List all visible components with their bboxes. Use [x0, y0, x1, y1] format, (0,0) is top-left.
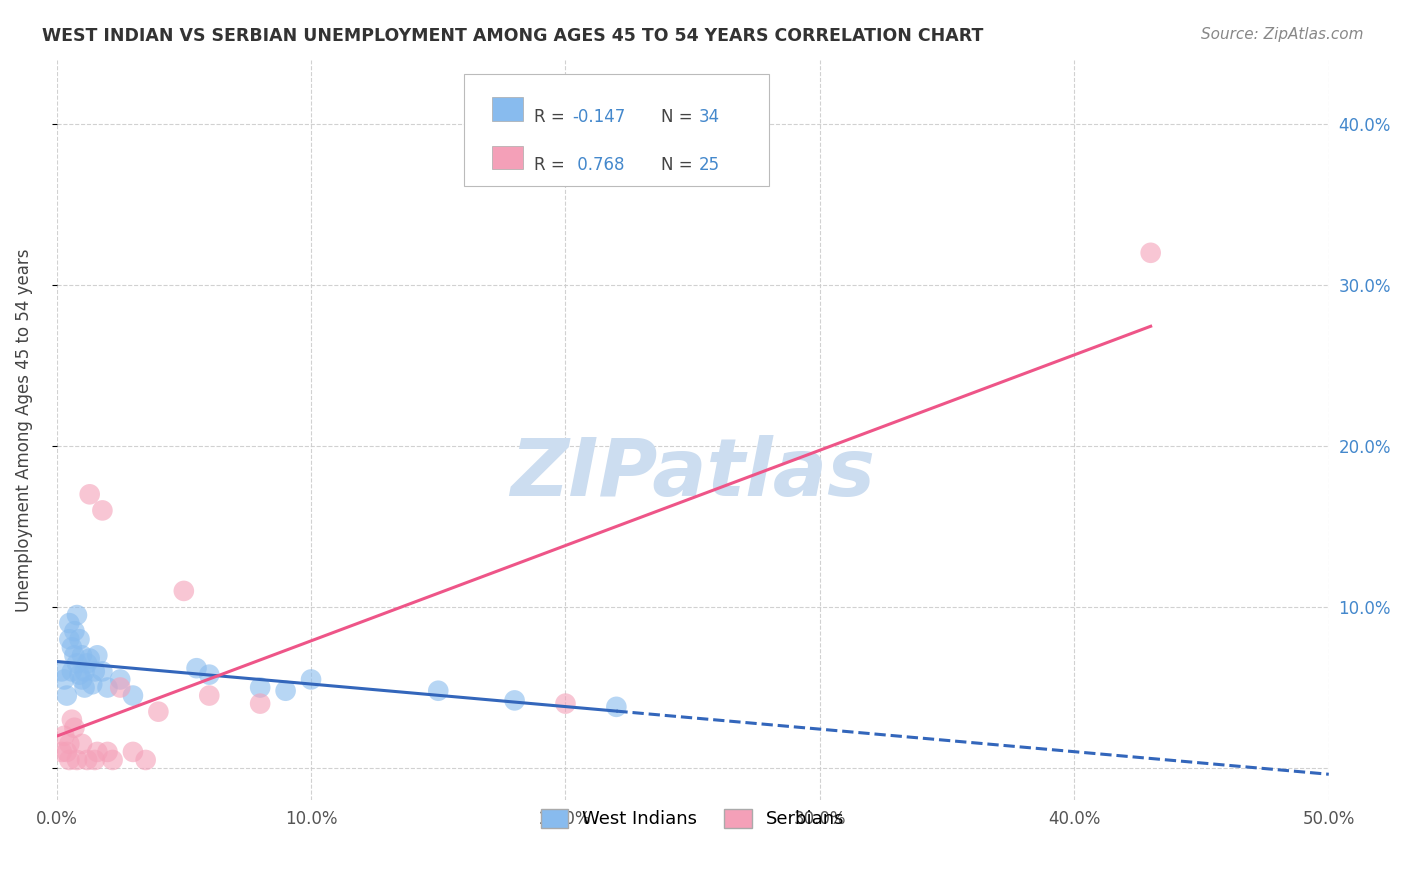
- Point: [60, 713, 83, 727]
- Point: [198, 689, 221, 703]
- Point: [173, 583, 195, 598]
- Point: [51, 665, 73, 679]
- Point: [299, 673, 322, 687]
- Point: [249, 681, 271, 695]
- Point: [63, 721, 86, 735]
- Point: [51, 745, 73, 759]
- Text: ZIPatlas: ZIPatlas: [510, 435, 875, 513]
- FancyBboxPatch shape: [464, 74, 769, 186]
- Point: [56, 745, 79, 759]
- Point: [91, 503, 114, 517]
- FancyBboxPatch shape: [492, 97, 523, 121]
- Point: [70, 648, 93, 663]
- Point: [66, 657, 89, 671]
- Point: [60, 665, 83, 679]
- Text: N =: N =: [661, 108, 697, 126]
- Point: [110, 681, 132, 695]
- Point: [249, 697, 271, 711]
- Point: [1139, 245, 1161, 260]
- Point: [53, 673, 76, 687]
- Point: [76, 753, 98, 767]
- Point: [76, 657, 98, 671]
- Point: [58, 753, 80, 767]
- Point: [96, 681, 118, 695]
- Point: [110, 673, 132, 687]
- Point: [58, 737, 80, 751]
- Point: [274, 683, 297, 698]
- Point: [79, 487, 101, 501]
- Point: [66, 608, 89, 623]
- Point: [86, 745, 108, 759]
- Text: WEST INDIAN VS SERBIAN UNEMPLOYMENT AMONG AGES 45 TO 54 YEARS CORRELATION CHART: WEST INDIAN VS SERBIAN UNEMPLOYMENT AMON…: [42, 27, 984, 45]
- Point: [60, 640, 83, 655]
- Point: [73, 681, 96, 695]
- Text: 0.768: 0.768: [572, 156, 624, 174]
- Point: [82, 677, 104, 691]
- Point: [63, 624, 86, 639]
- Y-axis label: Unemployment Among Ages 45 to 54 years: Unemployment Among Ages 45 to 54 years: [15, 248, 32, 612]
- Text: N =: N =: [661, 156, 697, 174]
- Point: [96, 745, 118, 759]
- Point: [86, 648, 108, 663]
- Point: [83, 665, 105, 679]
- Point: [58, 632, 80, 647]
- Point: [122, 689, 145, 703]
- Point: [79, 651, 101, 665]
- Point: [66, 753, 89, 767]
- Point: [135, 753, 157, 767]
- Point: [101, 753, 124, 767]
- Point: [56, 689, 79, 703]
- Point: [122, 745, 145, 759]
- Text: -0.147: -0.147: [572, 108, 626, 126]
- Point: [503, 693, 526, 707]
- Point: [198, 667, 221, 681]
- Text: Source: ZipAtlas.com: Source: ZipAtlas.com: [1201, 27, 1364, 42]
- Point: [91, 665, 114, 679]
- Point: [605, 699, 627, 714]
- Text: 34: 34: [699, 108, 720, 126]
- Point: [83, 753, 105, 767]
- Text: R =: R =: [534, 108, 569, 126]
- Point: [63, 648, 86, 663]
- Point: [148, 705, 170, 719]
- Point: [69, 632, 91, 647]
- Legend: West Indians, Serbians: West Indians, Serbians: [534, 802, 852, 836]
- Point: [73, 665, 96, 679]
- Text: R =: R =: [534, 156, 569, 174]
- Text: 25: 25: [699, 156, 720, 174]
- Point: [427, 683, 450, 698]
- FancyBboxPatch shape: [492, 145, 523, 169]
- Point: [554, 697, 576, 711]
- Point: [70, 673, 93, 687]
- Point: [70, 737, 93, 751]
- Point: [53, 729, 76, 743]
- Point: [69, 667, 91, 681]
- Point: [186, 661, 208, 675]
- Point: [58, 616, 80, 631]
